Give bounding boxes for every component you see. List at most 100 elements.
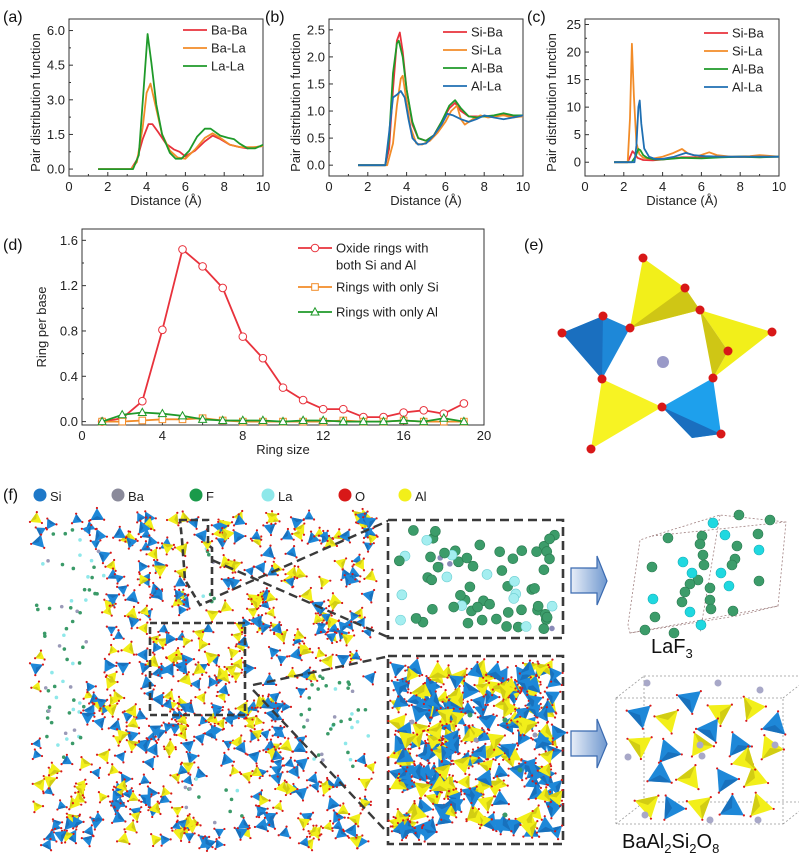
- atom: [72, 728, 77, 732]
- oxygen-atom: [221, 705, 225, 709]
- atom: [68, 685, 73, 689]
- oxygen-atom: [354, 578, 357, 581]
- oxygen-atom: [447, 664, 450, 667]
- oxygen-atom: [300, 539, 304, 542]
- oxygen-atom: [503, 734, 506, 737]
- oxygen-atom: [432, 808, 435, 811]
- atom: [228, 809, 232, 814]
- tetrahedron-face: [277, 772, 283, 785]
- atom: [363, 707, 368, 712]
- oxygen-atom: [639, 757, 643, 761]
- data-point: [238, 332, 248, 341]
- oxygen-atom: [132, 819, 135, 822]
- oxygen-atom: [42, 790, 45, 793]
- oxygen-atom: [258, 777, 261, 780]
- tetrahedron-face: [265, 597, 277, 602]
- tetrahedron-face: [452, 756, 471, 764]
- oxygen-atom: [270, 510, 274, 513]
- oxygen-atom: [103, 671, 106, 674]
- oxygen-atom: [256, 710, 260, 713]
- oxygen-atom: [94, 547, 98, 551]
- oxygen-atom: [269, 621, 273, 624]
- oxygen-atom: [495, 714, 498, 717]
- arrow-to-laf3: [570, 555, 608, 606]
- oxygen-atom: [129, 808, 132, 811]
- oxygen-atom: [108, 748, 111, 751]
- oxygen-atom: [137, 533, 140, 536]
- oxygen-atom: [354, 759, 357, 762]
- oxygen-atom: [754, 768, 757, 771]
- tetrahedron: [406, 763, 421, 780]
- tetrahedron-face: [106, 626, 117, 630]
- oxygen-atom: [217, 681, 220, 684]
- oxygen-atom: [130, 640, 133, 643]
- oxygen-atom: [129, 813, 132, 816]
- oxygen-atom: [269, 629, 272, 632]
- unit-cell-edge: [782, 810, 799, 825]
- data-point: [419, 405, 429, 415]
- oxygen-atom: [258, 750, 261, 753]
- oxygen-atom: [463, 675, 466, 678]
- atom: [348, 757, 353, 762]
- tetrahedron-face: [117, 810, 126, 822]
- oxygen-atom: [531, 729, 534, 732]
- oxygen-atom: [302, 518, 305, 521]
- oxygen-atom: [146, 738, 149, 741]
- atom: [60, 562, 65, 567]
- oxygen-atom: [478, 827, 482, 830]
- atom: [70, 741, 75, 746]
- legend-label: Al-Ba: [471, 61, 504, 76]
- tetrahedron-face: [634, 795, 659, 805]
- oxygen-atom: [280, 579, 283, 583]
- oxygen-atom: [199, 824, 202, 827]
- oxygen-atom: [138, 618, 142, 621]
- tetrahedron-face: [416, 731, 424, 749]
- oxygen-atom: [506, 784, 509, 787]
- oxygen-atom: [246, 713, 250, 716]
- tetrahedron-face: [150, 689, 154, 700]
- fluorine-atom: [753, 575, 765, 587]
- unit-cell-edge: [615, 675, 645, 699]
- oxygen-atom: [122, 637, 125, 640]
- oxygen-atom: [203, 732, 207, 735]
- tetrahedron: [292, 740, 307, 753]
- tetrahedron-face: [458, 692, 463, 709]
- oxygen-atom: [34, 674, 37, 677]
- oxygen-atom: [712, 745, 716, 748]
- oxygen-atom: [30, 686, 33, 689]
- fluorine-atom: [731, 540, 743, 552]
- y-tick-label: 1.5: [47, 127, 65, 142]
- oxygen-atom: [443, 797, 446, 800]
- oxygen-atom: [234, 645, 237, 648]
- oxygen-atom: [311, 651, 314, 654]
- legend-label: Ba-Ba: [211, 23, 248, 38]
- oxygen-atom: [670, 732, 673, 735]
- atom: [47, 705, 52, 710]
- plot-frame: [81, 228, 485, 426]
- oxygen-atom: [366, 550, 370, 553]
- oxygen-atom: [275, 598, 278, 601]
- fluorine-atom: [461, 552, 473, 564]
- oxygen-atom: [139, 810, 142, 814]
- oxygen-atom: [80, 755, 83, 759]
- oxygen-atom: [280, 538, 283, 541]
- tetrahedron: [145, 742, 158, 757]
- tetrahedron-face: [254, 825, 268, 832]
- fluorine-atom: [432, 561, 444, 573]
- oxygen-atom: [361, 606, 364, 609]
- oxygen-atom: [331, 829, 334, 832]
- tetrahedron-face: [300, 650, 313, 656]
- tetrahedron-face: [126, 723, 139, 728]
- oxygen-atom: [447, 674, 450, 677]
- oxygen-atom: [142, 760, 145, 764]
- oxygen-atom: [109, 694, 112, 697]
- oxygen-atom: [553, 716, 557, 719]
- oxygen-atom: [55, 776, 58, 779]
- oxygen-atom: [534, 761, 537, 765]
- data-point: [318, 415, 329, 424]
- atom: [319, 752, 324, 757]
- oxygen-atom: [465, 818, 468, 821]
- oxygen-atom: [498, 743, 501, 746]
- oxygen-atom: [113, 558, 116, 562]
